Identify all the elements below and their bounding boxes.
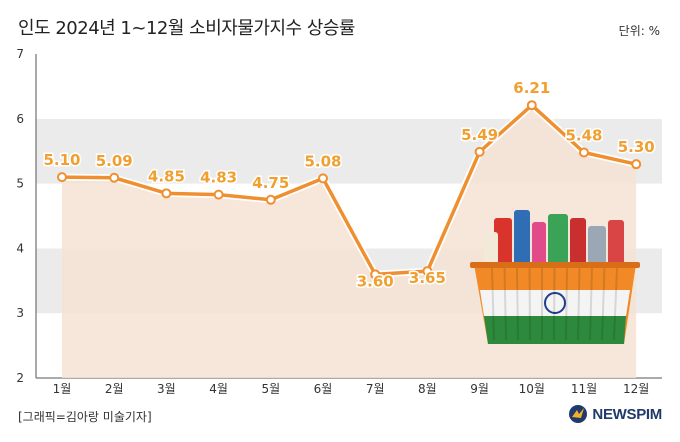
- grid-band: [36, 54, 662, 119]
- product-shape: [570, 218, 586, 270]
- data-label: 5.08: [304, 152, 341, 170]
- basket-slat: [601, 267, 606, 341]
- basket-slat: [516, 267, 519, 341]
- data-point: [265, 194, 276, 205]
- data-label: 5.48: [565, 126, 602, 144]
- x-tick-label: 9월: [470, 382, 489, 396]
- data-label: 4.75: [252, 174, 289, 192]
- x-tick-label: 4월: [209, 382, 228, 396]
- basket-slat: [589, 267, 593, 341]
- product-shape: [484, 232, 498, 270]
- basket-rim: [470, 262, 640, 268]
- basket-slat: [491, 267, 495, 341]
- data-label: 5.10: [43, 151, 80, 169]
- data-label: 5.30: [618, 138, 655, 156]
- series-line-path: [61, 103, 637, 277]
- data-label: 4.85: [148, 167, 185, 185]
- data-point: [631, 159, 642, 170]
- data-point: [213, 189, 224, 200]
- product-shape: [548, 214, 568, 270]
- data-point: [161, 188, 172, 199]
- x-tick-label: 10월: [519, 382, 545, 396]
- product-shape: [532, 222, 546, 270]
- basket-slat: [503, 267, 507, 341]
- y-tick-label: 7: [16, 47, 24, 61]
- basket-icon: [470, 210, 640, 344]
- basket-slat: [565, 267, 568, 341]
- basket-green-band: [484, 316, 626, 344]
- basket-white-band: [480, 290, 630, 316]
- newspim-logo: NEWSPIM: [568, 404, 662, 424]
- graphic-credit: [그래픽=김아랑 미술기자]: [18, 410, 152, 424]
- x-tick-label: 8월: [418, 382, 437, 396]
- data-point: [474, 146, 485, 157]
- basket-slat: [613, 267, 618, 341]
- newspim-logo-icon: [569, 405, 588, 423]
- product-shape: [608, 220, 624, 270]
- basket-slat: [528, 267, 531, 341]
- data-label: 5.09: [96, 152, 133, 170]
- x-tick-label: 5월: [261, 382, 280, 396]
- product-shape: [494, 218, 512, 270]
- x-tick-label: 3월: [157, 382, 176, 396]
- basket-chakra: [544, 292, 566, 314]
- data-label: 3.60: [357, 272, 394, 290]
- series-line: [61, 101, 637, 278]
- data-point: [526, 100, 537, 111]
- data-label: 4.83: [200, 169, 237, 187]
- x-tick-label: 7월: [366, 382, 385, 396]
- data-point: [370, 269, 381, 280]
- y-tick-label: 4: [16, 241, 24, 255]
- y-tick-label: 3: [16, 306, 24, 320]
- basket-slat: [577, 267, 581, 341]
- x-tick-label: 2월: [105, 382, 124, 396]
- product-shape: [588, 226, 606, 270]
- x-tick-label: 6월: [314, 382, 333, 396]
- data-label: 5.49: [461, 126, 498, 144]
- basket-slat: [553, 267, 556, 341]
- x-tick-label: 1월: [53, 382, 72, 396]
- product-shape: [514, 210, 530, 270]
- data-point: [579, 147, 589, 158]
- x-tick-label: 11월: [571, 382, 597, 396]
- data-point: [57, 172, 67, 183]
- y-tick-label: 5: [16, 177, 24, 191]
- data-labels: 5.10 5.09 4.85 4.83 4.75 5.08 3.60 3.65 5.49 6.21…: [42, 78, 656, 292]
- x-tick-label: 12월: [623, 382, 649, 396]
- y-axis-ticks: 2 3 4 5 6 7: [16, 47, 24, 385]
- data-point: [109, 172, 120, 183]
- chart-title: 인도 2024년 1~12월 소비자물가지수 상승률: [18, 18, 355, 39]
- data-label: 3.65: [409, 269, 446, 287]
- data-points: [57, 100, 642, 280]
- x-axis-ticks: 1월 2월 3월 4월 5월 6월 7월 8월 9월 10월 11월 12월: [53, 382, 650, 396]
- data-point: [422, 266, 433, 277]
- y-tick-label: 6: [16, 112, 24, 126]
- data-label: 6.21: [513, 79, 550, 97]
- unit-label: 단위: %: [618, 24, 660, 38]
- y-tick-label: 2: [16, 371, 24, 385]
- logo-text: NEWSPIM: [592, 405, 662, 423]
- data-point: [318, 173, 328, 184]
